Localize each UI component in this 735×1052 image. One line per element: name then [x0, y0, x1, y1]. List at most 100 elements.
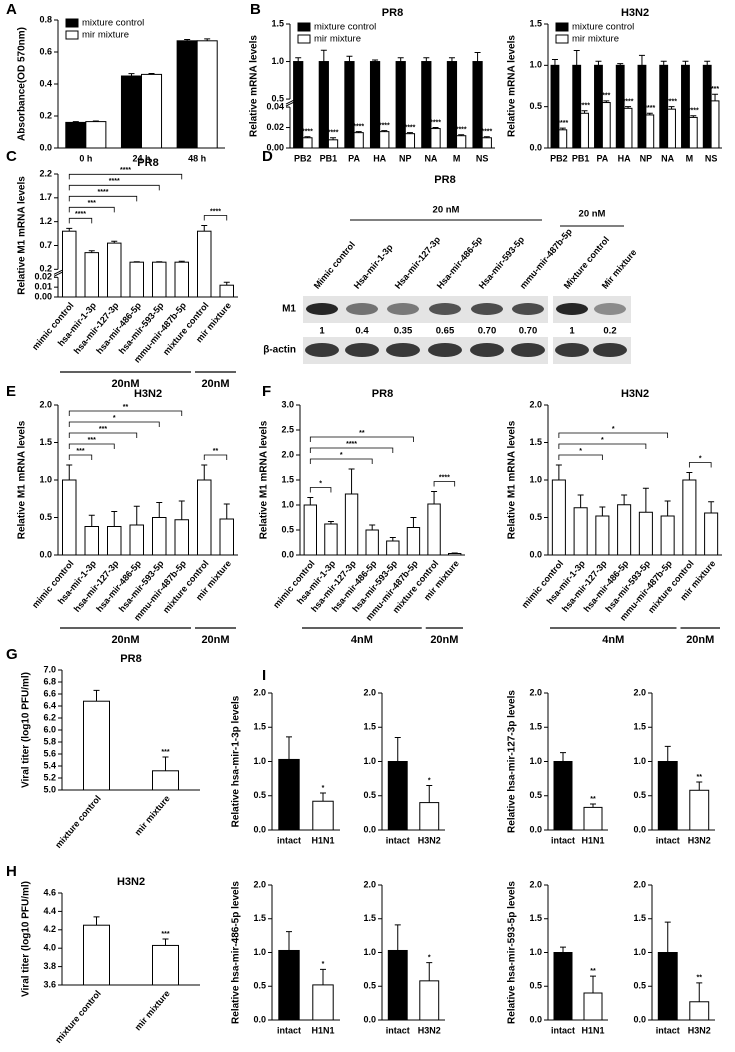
x-tick-label: M	[453, 153, 461, 163]
x-tick-label: intact	[386, 835, 410, 845]
y-tick-label: 1.0	[253, 947, 266, 957]
panel-label: C	[6, 148, 17, 165]
y-tick-label: 0.7	[39, 240, 52, 250]
axis-break	[286, 100, 294, 104]
bar	[63, 480, 77, 555]
x-tick-label: intact	[656, 835, 680, 845]
loading-band	[305, 343, 339, 357]
row-label: β-actin	[263, 345, 296, 356]
x-tick-label: HA	[373, 153, 386, 163]
y-tick-label: 3.6	[43, 979, 56, 989]
error-bar	[712, 94, 718, 101]
bar	[559, 130, 567, 148]
loading-band	[555, 343, 589, 357]
y-tick-label: 1.0	[39, 474, 52, 484]
group-label: 4nM	[602, 634, 624, 646]
error-bar	[201, 465, 207, 480]
bar	[130, 262, 144, 297]
chart-title: H3N2	[117, 876, 145, 888]
bar	[602, 103, 610, 148]
bar	[457, 136, 466, 148]
significance-label: ***	[99, 426, 107, 433]
bar	[431, 129, 440, 148]
legend-swatch	[298, 35, 310, 43]
blot-band	[346, 303, 378, 315]
bar	[405, 134, 414, 148]
bar	[108, 243, 122, 297]
y-tick-label: 0.5	[529, 790, 542, 800]
y-tick-label: 0.5	[633, 981, 646, 991]
significance-label: ****	[666, 99, 677, 106]
y-tick-label: 3.0	[281, 399, 294, 409]
significance-bracket	[310, 459, 372, 464]
x-tick-label: 48 h	[188, 153, 206, 163]
x-tick-label: intact	[386, 1025, 410, 1035]
significance-label: ****	[404, 124, 415, 131]
y-tick-label: 2.0	[633, 687, 646, 697]
significance-label: ****	[379, 122, 390, 129]
error-bar	[475, 53, 481, 62]
bar	[639, 512, 652, 555]
bar	[198, 480, 212, 555]
error-bar	[686, 473, 692, 481]
bar	[279, 759, 299, 830]
bar	[551, 65, 559, 148]
loading-band	[386, 343, 420, 357]
x-tick-label: mir mixture	[133, 988, 172, 1032]
y-tick-label: 2.0	[633, 879, 646, 889]
y-tick-label: 2.0	[529, 879, 542, 889]
chart-title: H3N2	[134, 388, 162, 400]
bar	[584, 993, 602, 1020]
y-tick-label: 0.0	[633, 1014, 646, 1024]
error-bar	[395, 925, 401, 951]
y-tick-label: 0.5	[529, 101, 542, 111]
x-tick-label: H3N2	[418, 835, 441, 845]
legend-label: mixture control	[82, 18, 144, 29]
loading-band	[470, 343, 504, 357]
y-tick-label: 0.5	[529, 512, 542, 522]
y-tick-label: 0.5	[633, 790, 646, 800]
x-tick-label: intact	[656, 1025, 680, 1035]
bar	[388, 762, 407, 831]
significance-label: *	[579, 448, 582, 455]
x-tick-label: intact	[277, 835, 301, 845]
bar	[618, 505, 631, 555]
y-tick-label: 6.4	[43, 700, 56, 710]
blot-band	[471, 303, 503, 315]
error-bar	[704, 61, 710, 65]
y-axis-label: Relative M1 mRNA levels	[507, 420, 518, 539]
x-tick-label: intact	[551, 1025, 575, 1035]
x-tick-label: mir mixture	[133, 793, 172, 837]
significance-label: ***	[161, 749, 169, 756]
significance-bracket	[69, 411, 182, 416]
blot-strip	[303, 296, 548, 323]
y-tick-label: 2.0	[529, 399, 542, 409]
significance-bracket	[559, 444, 646, 449]
bar	[328, 140, 337, 148]
bar	[584, 807, 602, 830]
significance-label: ****	[644, 105, 655, 112]
y-tick-label: 1.7	[39, 192, 52, 202]
error-bar	[560, 753, 566, 762]
y-tick-label: 0.0	[253, 824, 266, 834]
significance-label: **	[213, 448, 219, 455]
y-tick-label: 1.0	[529, 60, 542, 70]
significance-label: ***	[602, 93, 610, 100]
y-tick-label: 0.0	[39, 142, 52, 152]
y-axis-label: Relative hsa-mir-1-3p levels	[231, 695, 242, 827]
legend-swatch	[66, 19, 78, 27]
bar	[130, 525, 144, 555]
bar	[661, 516, 674, 555]
error-bar	[94, 690, 100, 701]
error-bar	[224, 504, 230, 519]
error-bar	[410, 518, 416, 528]
bar	[345, 494, 357, 555]
significance-label: *	[113, 415, 116, 422]
y-tick-label: 4.6	[43, 887, 56, 897]
significance-label: ****	[456, 127, 467, 134]
bar	[703, 65, 711, 148]
y-tick-label: 1.5	[253, 913, 266, 923]
y-tick-label: 3.8	[43, 961, 56, 971]
y-tick-label: 1.0	[363, 947, 376, 957]
y-tick-label: 1.5	[253, 722, 266, 732]
